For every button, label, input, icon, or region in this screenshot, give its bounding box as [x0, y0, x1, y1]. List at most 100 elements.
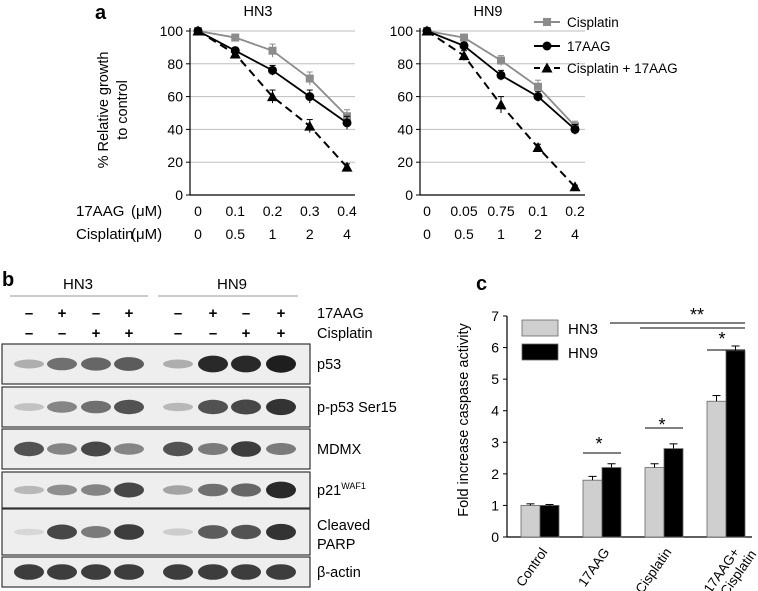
blot-band	[163, 564, 193, 580]
blot-label: p-p53 Ser15	[317, 400, 397, 416]
blot-band	[114, 443, 144, 455]
blot-band	[14, 403, 44, 411]
data-point	[497, 56, 505, 65]
x-tick-label-cisplatin: 0.5	[226, 226, 246, 242]
blot-band	[81, 484, 111, 496]
blot-band	[47, 401, 77, 413]
category-label: Control	[513, 545, 550, 589]
x-tick-label-cisplatin: 2	[306, 226, 314, 242]
legend-marker	[543, 18, 551, 26]
blot-band	[114, 399, 144, 415]
bar	[663, 448, 684, 538]
blot-band	[114, 564, 144, 580]
blot-band	[14, 441, 44, 457]
data-point	[305, 92, 315, 102]
blot-band	[198, 355, 228, 373]
blot-band	[231, 399, 261, 415]
legend-label: Cisplatin	[567, 15, 619, 30]
data-point	[495, 99, 507, 110]
y-tick-label: 7	[491, 308, 499, 324]
group-label-hn3: HN3	[63, 276, 93, 293]
x-tick-label-cisplatin: 1	[497, 226, 505, 242]
x-tick-label-17aag: 0.3	[300, 203, 320, 219]
legend-label: HN9	[568, 345, 598, 362]
y-tick-label: 2	[491, 466, 499, 482]
blot-band	[14, 359, 44, 369]
blot-band	[47, 484, 77, 496]
panel-b-western-blots: HN3 HN9 – + – + – + – +17AAG – – + + – – + + Cisplatin p53 p…	[1, 276, 397, 588]
significance-star: **	[690, 305, 704, 325]
treatment-sign: –	[242, 305, 250, 322]
blot-band	[163, 528, 193, 536]
x-tick-label-cisplatin: 2	[534, 226, 542, 242]
y-tick-label: 40	[167, 121, 183, 137]
y-tick-label: 0	[405, 187, 413, 203]
blot-band	[47, 443, 77, 455]
y-tick-label: 60	[397, 89, 413, 105]
x-tick-label-cisplatin: 4	[343, 226, 351, 242]
x-tick-label-17aag: 0.75	[487, 203, 514, 219]
treatment-sign: –	[174, 325, 182, 342]
y-tick-label: 80	[397, 56, 413, 72]
panel-a-line-charts: HN3020406080100000.10.50.210.320.44HN902…	[160, 4, 585, 242]
data-point	[460, 33, 468, 42]
y-tick-label: 6	[491, 340, 499, 356]
panel-b-letter: b	[2, 269, 14, 291]
blot-band	[231, 483, 261, 497]
legend-label: Cisplatin + 17AAG	[567, 61, 678, 76]
y-tick-label: 40	[397, 121, 413, 137]
blot-band	[231, 564, 261, 580]
blot-band	[231, 355, 261, 373]
data-point	[342, 118, 352, 128]
blot-band	[198, 564, 228, 580]
panel-a-ylabel-line1: % Relative growth	[96, 52, 112, 169]
x-tick-label-cisplatin: 4	[571, 226, 579, 242]
y-tick-label: 0	[491, 529, 499, 545]
row-unit-cisplatin: (μM)	[131, 226, 162, 243]
data-point	[534, 82, 542, 91]
panel-a-legend: Cisplatin 17AAG Cisplatin + 17AAG	[534, 15, 678, 76]
bar	[706, 400, 727, 538]
x-tick-label-17aag: 0.1	[226, 203, 246, 219]
blot-band	[231, 441, 261, 457]
blot-band	[81, 564, 111, 580]
panel-c-bar-chart: 0 1 2 3 4 5 6 7 Control 17AAG Cisplatin 17AAG+Cispl…	[491, 305, 758, 591]
chart-title: HN3	[243, 4, 272, 20]
blot-band	[14, 528, 44, 536]
significance-star: *	[718, 329, 725, 349]
row-unit-17aag: (μM)	[131, 203, 162, 220]
data-point	[192, 25, 204, 36]
y-tick-label: 1	[491, 497, 499, 513]
blot-band	[163, 402, 193, 412]
group-label-hn9: HN9	[217, 276, 247, 293]
x-tick-label-cisplatin: 1	[269, 226, 277, 242]
blot-band	[114, 524, 144, 540]
treatment-sign: –	[174, 305, 182, 322]
treatment-sign: +	[92, 325, 101, 342]
x-tick-label-17aag: 0	[194, 203, 202, 219]
data-point	[532, 141, 544, 152]
treatment-sign: –	[209, 325, 217, 342]
y-tick-label: 80	[167, 56, 183, 72]
blot-band	[266, 481, 296, 499]
treatment-sign: +	[125, 325, 134, 342]
x-tick-label-cisplatin: 0	[194, 226, 202, 242]
bar	[644, 467, 665, 538]
blot-band	[266, 523, 296, 541]
bar	[582, 479, 603, 538]
panel-c-letter: c	[476, 273, 487, 295]
x-tick-label-17aag: 0.4	[337, 203, 357, 219]
blot-band	[114, 482, 144, 498]
data-point	[231, 33, 240, 42]
blot-label: β-actin	[317, 565, 361, 581]
treatment-sign: –	[25, 305, 33, 322]
blot-band	[198, 399, 228, 415]
blot-band	[266, 398, 296, 416]
significance-star: *	[658, 415, 665, 435]
blot-band	[47, 524, 77, 540]
x-tick-label-17aag: 0.2	[263, 203, 283, 219]
legend-marker	[542, 41, 552, 51]
treatment-sign: +	[277, 325, 286, 342]
y-tick-label: 3	[491, 434, 499, 450]
bar	[539, 505, 560, 538]
